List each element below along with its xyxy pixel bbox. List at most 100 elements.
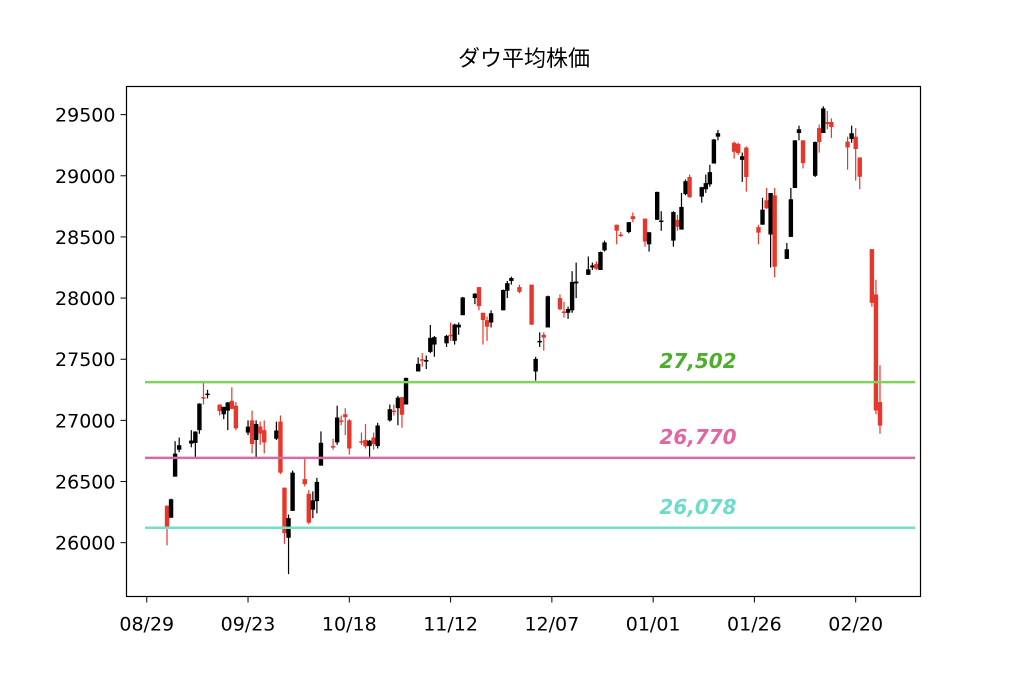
candle-body <box>533 358 538 372</box>
candle-body <box>290 472 295 511</box>
candle-body <box>399 397 405 415</box>
x-tick-label: 11/12 <box>423 614 478 636</box>
plot-frame <box>125 85 922 598</box>
candle-body <box>772 195 777 267</box>
candle-body <box>217 404 222 412</box>
candle-body <box>310 500 316 510</box>
candle-body <box>278 421 283 473</box>
candle-body <box>654 191 660 220</box>
candle-body <box>225 402 230 411</box>
candle-body <box>221 406 226 415</box>
candle-body <box>731 142 737 152</box>
candle-body <box>371 437 376 445</box>
candle-body <box>569 281 575 311</box>
candle-body <box>168 499 174 518</box>
candle-body <box>472 293 478 299</box>
y-tick-label: 27500 <box>55 349 115 371</box>
candle-body <box>630 216 636 220</box>
candle-body <box>460 297 465 316</box>
candle-body <box>306 493 311 523</box>
candle-body <box>764 200 769 209</box>
candle-body <box>505 283 510 291</box>
candle-body <box>873 294 879 411</box>
y-tick-label: 26000 <box>55 533 115 555</box>
candle-body <box>249 420 255 444</box>
candle-body <box>715 133 721 137</box>
candle-body <box>756 227 761 233</box>
candle-body <box>359 441 364 443</box>
candle-body <box>614 224 619 231</box>
candle-body <box>172 453 178 477</box>
x-tick-label: 09/23 <box>221 614 276 636</box>
candle-body <box>476 287 482 307</box>
candle-body <box>330 446 336 448</box>
x-tick-label: 12/07 <box>524 614 579 636</box>
candle-body <box>796 129 802 133</box>
candle-body <box>257 426 263 434</box>
candle-body <box>420 359 425 361</box>
candle-body <box>314 481 320 502</box>
candle-body <box>201 397 206 399</box>
candle-body <box>687 177 692 198</box>
candle-body <box>176 445 182 450</box>
candle-body <box>659 220 664 223</box>
candle-body <box>480 312 486 320</box>
candle-body <box>189 440 194 444</box>
y-tick-label: 28500 <box>55 227 115 249</box>
candle-body <box>343 414 348 418</box>
candle-body <box>452 324 457 341</box>
x-tick-label: 01/26 <box>727 614 782 636</box>
candle-body <box>432 337 437 345</box>
candle-body <box>545 296 551 328</box>
y-tick-label: 26500 <box>55 472 115 494</box>
candle-body <box>509 278 514 281</box>
candle-body <box>395 397 401 409</box>
candle-body <box>193 431 198 444</box>
candle-body <box>318 442 324 466</box>
candle-body <box>711 139 717 164</box>
candle-body <box>683 181 688 195</box>
candle-body <box>339 420 344 422</box>
candle-body <box>484 320 490 327</box>
candle-body <box>517 287 522 292</box>
candle-body <box>367 440 372 447</box>
candle-body <box>233 405 239 429</box>
candle-body <box>626 222 632 233</box>
candle-body <box>845 141 850 148</box>
candle-body <box>825 121 830 125</box>
candle-body <box>245 426 251 433</box>
y-tick-label: 29000 <box>55 166 115 188</box>
candle-body <box>800 140 806 164</box>
candle-body <box>334 417 340 443</box>
candle-body <box>646 232 652 245</box>
candle-body <box>642 218 648 242</box>
candle-body <box>792 140 798 189</box>
candle-body <box>573 281 579 284</box>
candle-body <box>671 212 676 241</box>
candle-body <box>812 142 818 176</box>
level-label: 26,770 <box>659 425 736 449</box>
candle-body <box>590 265 595 268</box>
candle-body <box>703 183 708 190</box>
candle-body <box>375 425 380 447</box>
candle-body <box>736 143 741 154</box>
y-tick-label: 27000 <box>55 410 115 432</box>
candle-body <box>853 136 858 149</box>
candle-body <box>857 157 862 177</box>
candle-body <box>229 400 235 409</box>
candle-body <box>699 187 704 197</box>
candle-body <box>817 128 822 143</box>
candle-body <box>197 403 202 431</box>
level-label: 26,078 <box>659 495 736 519</box>
x-tick-label: 01/01 <box>626 614 681 636</box>
candle-body <box>586 269 591 275</box>
candle-body <box>675 219 680 227</box>
candle-body <box>877 402 883 426</box>
candle-body <box>302 479 307 485</box>
candle-body <box>541 334 546 338</box>
y-tick-label: 29500 <box>55 105 115 127</box>
candle-body <box>456 324 461 328</box>
candle-body <box>501 290 506 311</box>
x-tick-label: 10/18 <box>322 614 377 636</box>
